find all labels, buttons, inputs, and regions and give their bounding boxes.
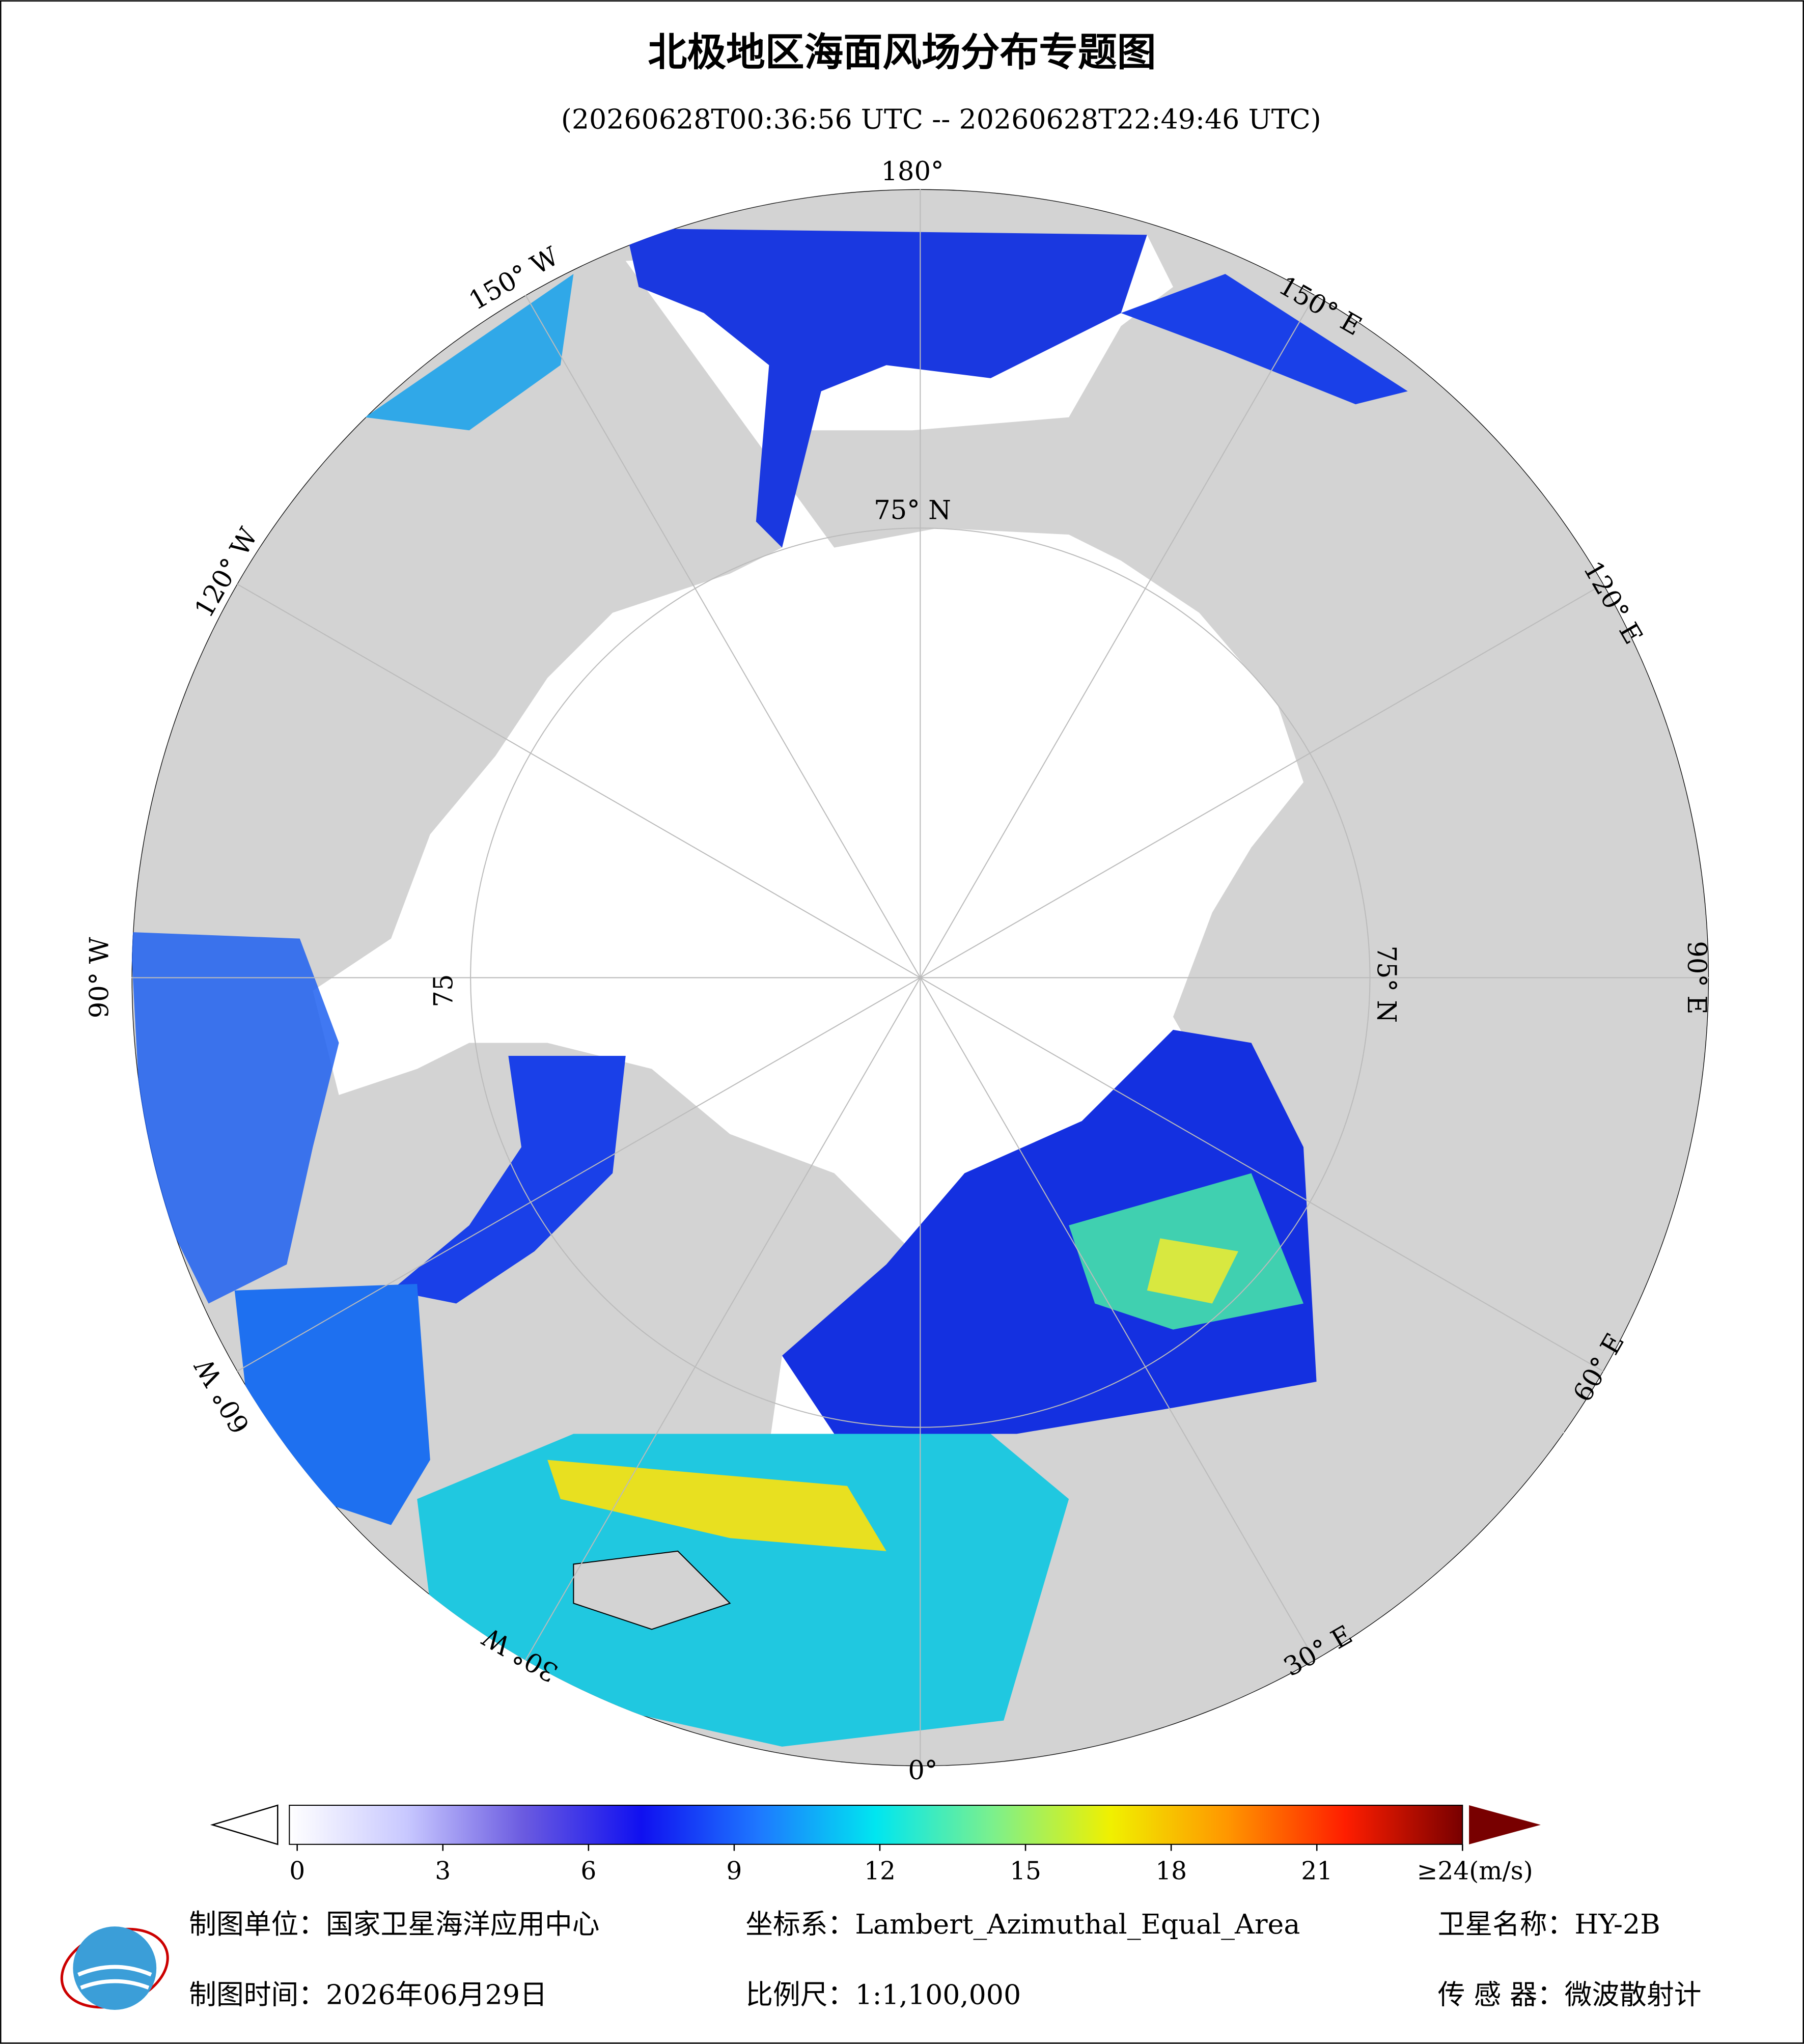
footer-text: 比例尺：1:1,100,000 xyxy=(745,1978,1021,2010)
colorbar-tick-label: 12 xyxy=(864,1857,896,1886)
footer-text: 制图时间：2026年06月29日 xyxy=(189,1978,547,2010)
colorbar-tick-label: 18 xyxy=(1155,1857,1187,1886)
lon-label: 180° xyxy=(881,156,943,187)
lat-label: 75° N xyxy=(1371,945,1402,1023)
logo xyxy=(60,1926,169,2010)
subtitle: (20260628T00:36:56 UTC -- 20260628T22:49… xyxy=(561,103,1321,135)
lon-label: 90° W xyxy=(85,937,115,1018)
footer-text: 制图单位：国家卫星海洋应用中心 xyxy=(189,1908,599,1940)
colorbar-tick-label: 21 xyxy=(1301,1857,1333,1886)
colorbar-tick-label: 15 xyxy=(1010,1857,1041,1886)
colorbar: 0 3 6 9 12 15 18 21 ≥24(m/s) xyxy=(210,1804,1541,1886)
title: 北极地区海面风场分布专题图 xyxy=(648,30,1156,75)
footer-text: 传 感 器：微波散射计 xyxy=(1438,1978,1702,2010)
colorbar-tick-label: 3 xyxy=(435,1857,451,1886)
footer: 制图单位：国家卫星海洋应用中心 坐标系：Lambert_Azimuthal_Eq… xyxy=(189,1908,1701,2010)
lat-label: 75 xyxy=(429,974,459,1007)
footer-text: 坐标系：Lambert_Azimuthal_Equal_Area xyxy=(745,1908,1300,1940)
colorbar-tick-label: 0 xyxy=(289,1857,305,1886)
lat-label: 75° N xyxy=(874,495,951,526)
colorbar-tick-label: 6 xyxy=(580,1857,596,1886)
colorbar-tick-label: 9 xyxy=(726,1857,742,1886)
lon-label: 90° E xyxy=(1681,941,1712,1014)
colorbar-tick-label: ≥24(m/s) xyxy=(1417,1857,1533,1886)
map xyxy=(131,189,1709,1767)
footer-text: 卫星名称：HY-2B xyxy=(1438,1908,1660,1940)
lon-label: 0° xyxy=(908,1755,937,1786)
